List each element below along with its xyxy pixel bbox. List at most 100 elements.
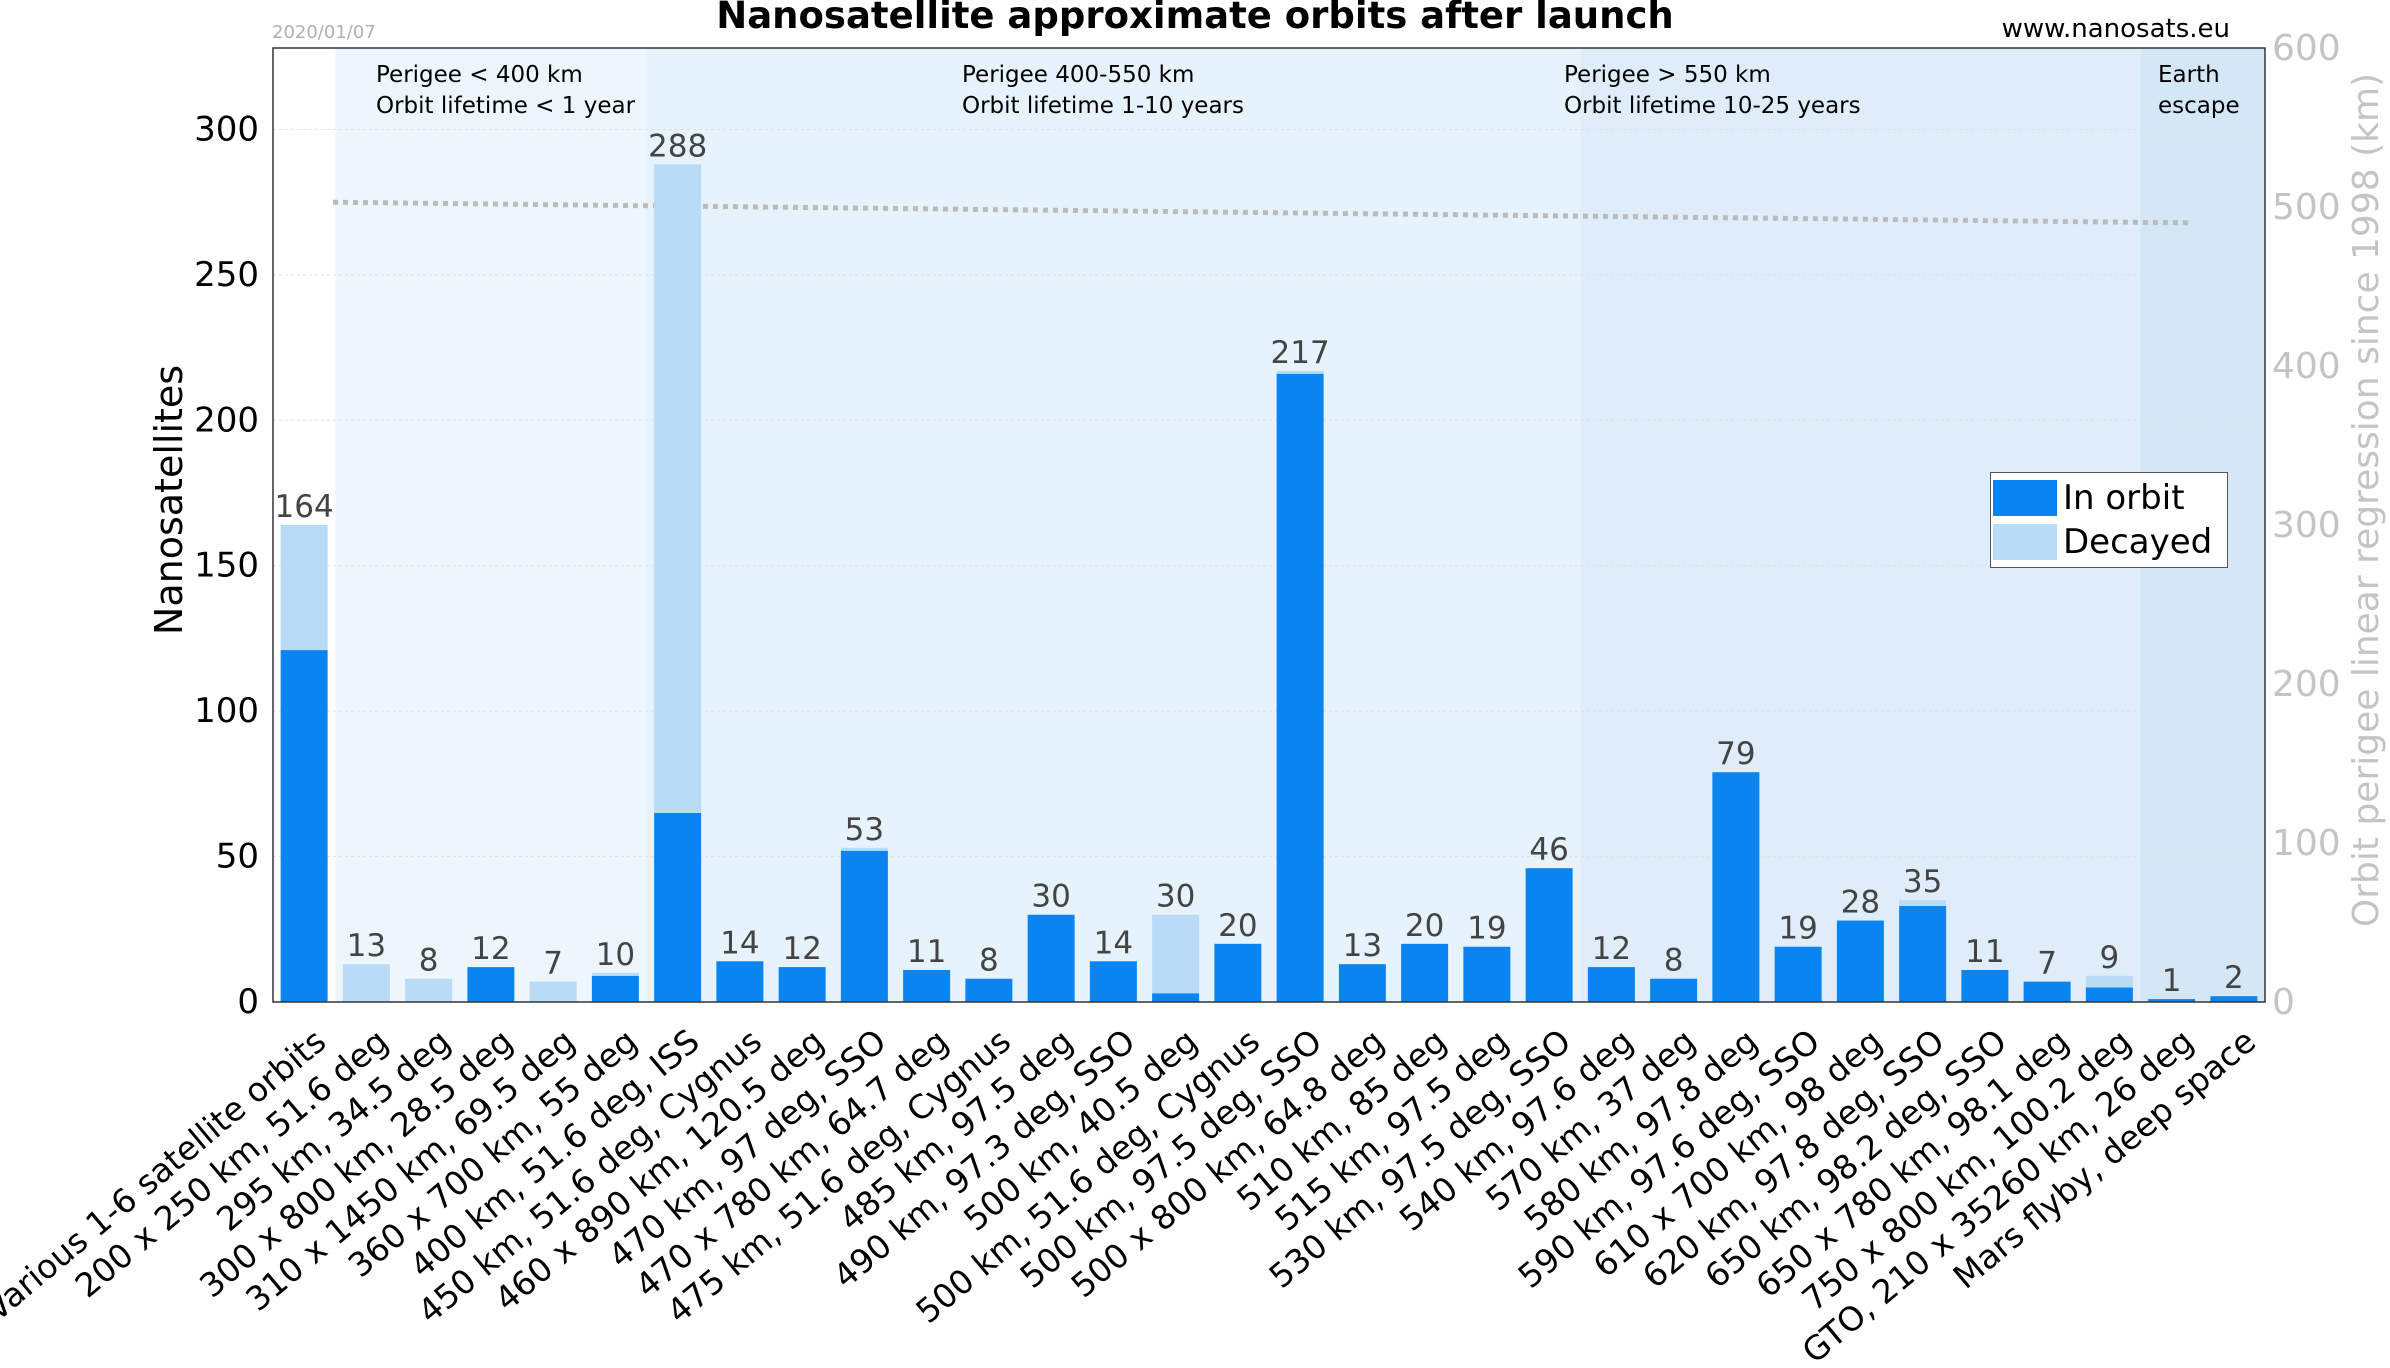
bar-decayed [405,978,453,1002]
bar-decayed [591,972,639,976]
bar-in-orbit [2148,999,2196,1002]
value-label: 19 [1467,911,1506,947]
zone-band [335,48,647,1002]
y-tick-label: 150 [194,546,259,586]
bar-in-orbit [467,967,515,1002]
zone-band [646,48,1581,1002]
date-stamp: 2020/01/07 [272,22,376,43]
value-label: 35 [1903,864,1942,900]
y2-tick-label: 600 [2272,28,2341,69]
zone-line2: escape [2158,93,2240,119]
bar-in-orbit [2085,987,2133,1002]
legend-swatch-in-orbit [1993,480,2057,516]
value-label: 8 [979,943,999,979]
value-label: 1 [2162,963,2182,999]
bar-in-orbit [1401,943,1449,1002]
source-url: www.nanosats.eu [2001,14,2230,44]
value-label: 10 [596,937,635,973]
bar-in-orbit [778,967,826,1002]
bar-in-orbit [1525,868,1573,1002]
bar-in-orbit [716,961,764,1002]
value-label: 12 [782,931,821,967]
value-label: 19 [1778,911,1817,947]
bar-in-orbit [965,978,1013,1002]
bar-decayed [2085,975,2133,988]
value-label: 288 [648,128,707,164]
bar-in-orbit [1712,772,1760,1002]
value-label: 8 [1664,943,1684,979]
y2-tick-label: 300 [2272,505,2341,546]
bar-in-orbit [1774,946,1822,1002]
value-label: 11 [907,934,946,970]
bar-in-orbit [1961,970,2009,1002]
value-label: 7 [2037,946,2057,982]
zone-line1: Perigee > 550 km [1564,62,1771,88]
bar-in-orbit [2210,996,2258,1002]
y2-axis-label: Orbit perigee linear regression since 19… [2346,73,2387,927]
bar-decayed [1152,914,1200,994]
y-axis-ticks: 0 50 100 150 200 250 300 [194,109,259,1022]
legend-item-in-orbit: In orbit [1991,477,2185,519]
value-label: 14 [720,925,759,961]
legend: In orbit Decayed [1990,472,2228,568]
value-label: 53 [845,812,884,848]
bar-decayed [1276,370,1324,374]
bar-in-orbit [903,970,951,1002]
zone-line1: Perigee < 400 km [376,62,583,88]
bar-in-orbit [1463,946,1511,1002]
value-label: 20 [1218,908,1257,944]
value-label: 20 [1405,908,1444,944]
bar-in-orbit [1089,961,1137,1002]
trend-line [332,199,2194,226]
value-label: 7 [543,946,563,982]
zone-label-escape: Earth escape [2158,60,2240,122]
y-tick-label: 250 [194,255,259,295]
legend-label-in-orbit: In orbit [2063,478,2185,518]
bars [280,164,2258,1002]
bar-in-orbit [1338,964,1386,1002]
bar-decayed [1899,900,1947,907]
value-label: 217 [1271,335,1330,371]
value-label: 11 [1965,934,2004,970]
bar-in-orbit [1214,943,1262,1002]
zone-label-low: Perigee < 400 km Orbit lifetime < 1 year [376,60,635,122]
bar-in-orbit [280,650,328,1002]
zone-line2: Orbit lifetime < 1 year [376,93,636,119]
value-label: 79 [1716,736,1755,772]
value-label: 14 [1094,925,1133,961]
y-axis-label: Nanosatellites [147,365,191,635]
bar-decayed [529,981,577,1002]
value-label: 8 [419,943,439,979]
bar-in-orbit [1836,920,1884,1002]
y2-tick-label: 0 [2272,982,2295,1023]
value-label: 30 [1156,879,1195,915]
chart-title: Nanosatellite approximate orbits after l… [716,0,1674,37]
value-label: 13 [347,928,386,964]
y-tick-label: 200 [194,400,259,440]
zone-label-high: Perigee > 550 km Orbit lifetime 10-25 yea… [1564,60,1861,122]
value-label: 9 [2100,940,2120,976]
value-label: 13 [1343,928,1382,964]
y-tick-label: 50 [216,837,259,877]
value-label: 12 [471,931,510,967]
value-label: 46 [1529,832,1568,868]
bar-in-orbit [2023,981,2071,1002]
bar-in-orbit [654,812,702,1002]
y-tick-label: 100 [194,691,259,731]
bar-decayed [280,525,328,651]
zone-label-mid: Perigee 400-550 km Orbit lifetime 1-10 ye… [962,60,1244,122]
bar-in-orbit [591,975,639,1002]
value-label: 12 [1592,931,1631,967]
bar-in-orbit [840,850,888,1002]
y-tick-label: 0 [237,982,259,1022]
y2-tick-label: 200 [2272,664,2341,705]
y2-tick-label: 400 [2272,346,2341,387]
gridlines [273,128,2265,858]
zone-line2: Orbit lifetime 1-10 years [962,93,1244,119]
value-label: 2 [2224,960,2244,996]
y2-tick-label: 100 [2272,823,2341,864]
bar-in-orbit [1027,914,1075,1002]
